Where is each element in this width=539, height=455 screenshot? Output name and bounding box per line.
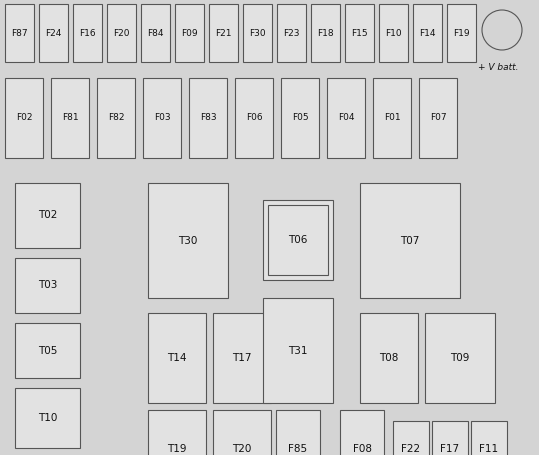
Bar <box>15 388 80 448</box>
Bar <box>15 183 80 248</box>
Text: T20: T20 <box>232 444 252 454</box>
Text: T17: T17 <box>232 353 252 363</box>
Text: F14: F14 <box>419 29 436 37</box>
Bar <box>340 410 384 455</box>
Bar <box>15 323 80 378</box>
Text: F02: F02 <box>16 113 32 122</box>
Bar <box>209 4 238 62</box>
Bar <box>15 258 80 313</box>
Text: F05: F05 <box>292 113 308 122</box>
Bar <box>263 200 333 280</box>
Text: F81: F81 <box>61 113 78 122</box>
Text: T03: T03 <box>38 280 57 290</box>
Text: F23: F23 <box>284 29 300 37</box>
Text: F84: F84 <box>147 29 164 37</box>
Bar <box>393 421 429 455</box>
Bar <box>243 4 272 62</box>
Bar <box>373 78 411 158</box>
Text: F85: F85 <box>288 444 308 454</box>
Bar <box>148 313 206 403</box>
Bar <box>311 4 340 62</box>
Bar <box>281 78 319 158</box>
Text: T09: T09 <box>450 353 469 363</box>
Bar <box>107 4 136 62</box>
Bar <box>97 78 135 158</box>
Text: T06: T06 <box>288 235 308 245</box>
Bar <box>268 205 328 275</box>
Text: T02: T02 <box>38 211 57 221</box>
Text: F06: F06 <box>246 113 262 122</box>
Text: T08: T08 <box>379 353 399 363</box>
Bar <box>447 4 476 62</box>
Text: F30: F30 <box>249 29 266 37</box>
Text: F10: F10 <box>385 29 402 37</box>
Bar <box>51 78 89 158</box>
Bar <box>148 410 206 455</box>
Text: F24: F24 <box>45 29 61 37</box>
Bar <box>73 4 102 62</box>
Bar <box>471 421 507 455</box>
Bar <box>189 78 227 158</box>
Text: T07: T07 <box>400 236 420 246</box>
Text: F19: F19 <box>453 29 470 37</box>
Bar <box>277 4 306 62</box>
Text: T31: T31 <box>288 345 308 355</box>
Bar <box>432 421 468 455</box>
Text: F17: F17 <box>440 444 460 454</box>
Text: T10: T10 <box>38 413 57 423</box>
Text: F22: F22 <box>402 444 420 454</box>
Text: F04: F04 <box>338 113 354 122</box>
Text: F83: F83 <box>199 113 216 122</box>
Text: F16: F16 <box>79 29 96 37</box>
Bar <box>39 4 68 62</box>
Text: T05: T05 <box>38 345 57 355</box>
Bar <box>419 78 457 158</box>
Text: T19: T19 <box>167 444 186 454</box>
Bar <box>213 313 271 403</box>
Bar <box>143 78 181 158</box>
Bar <box>5 78 43 158</box>
Text: F82: F82 <box>108 113 125 122</box>
Bar <box>5 4 34 62</box>
Text: F15: F15 <box>351 29 368 37</box>
Text: F07: F07 <box>430 113 446 122</box>
Text: T14: T14 <box>167 353 186 363</box>
Text: + V batt.: + V batt. <box>478 64 519 72</box>
Text: F20: F20 <box>113 29 130 37</box>
Text: F87: F87 <box>11 29 28 37</box>
Bar <box>175 4 204 62</box>
Bar <box>360 313 418 403</box>
Text: F11: F11 <box>479 444 499 454</box>
Text: T30: T30 <box>178 236 198 246</box>
Bar <box>141 4 170 62</box>
Bar <box>276 410 320 455</box>
Bar <box>379 4 408 62</box>
Text: F08: F08 <box>353 444 371 454</box>
Text: F03: F03 <box>154 113 170 122</box>
Circle shape <box>482 10 522 50</box>
Bar <box>360 183 460 298</box>
Text: F01: F01 <box>384 113 400 122</box>
Bar <box>425 313 495 403</box>
Text: F21: F21 <box>215 29 232 37</box>
Bar <box>327 78 365 158</box>
Bar <box>235 78 273 158</box>
Bar <box>148 183 228 298</box>
Text: F09: F09 <box>181 29 198 37</box>
Bar <box>263 298 333 403</box>
Bar <box>413 4 442 62</box>
Bar <box>213 410 271 455</box>
Bar <box>345 4 374 62</box>
Text: F18: F18 <box>317 29 334 37</box>
